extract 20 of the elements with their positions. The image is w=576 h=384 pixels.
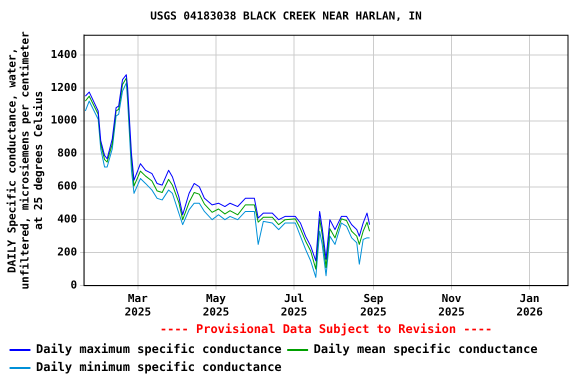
legend-label: Daily mean specific conductance <box>314 342 538 356</box>
y-tick-label: 800 <box>57 146 78 160</box>
y-tick-label: 0 <box>70 278 78 292</box>
x-tick-label: Jan 2026 <box>516 292 544 318</box>
y-tick-label: 1400 <box>50 48 78 61</box>
x-tick-label: Mar 2025 <box>124 292 152 318</box>
legend-label: Daily minimum specific conductance <box>36 360 282 374</box>
x-tick-label: Jul 2025 <box>280 292 308 318</box>
chart-title: USGS 04183038 BLACK CREEK NEAR HARLAN, IN <box>150 9 422 22</box>
y-tick-label: 600 <box>57 180 78 193</box>
x-tick-label: Sep 2025 <box>360 292 387 318</box>
text: ---- Provisional Data Subject to Revision ---- <box>160 322 492 336</box>
y-tick-label: 1000 <box>50 114 78 127</box>
legend-label: Daily maximum specific conductance <box>36 342 282 356</box>
x-tick-label: Nov 2025 <box>438 292 465 318</box>
y-tick-label: 1200 <box>50 80 78 94</box>
y-tick-label: 400 <box>57 212 78 226</box>
y-tick-label: 200 <box>57 246 78 259</box>
y-axis-title: DAILY Specific conductance, water, unfiltered, microsiemens per centimeter at 25 degrees Celsius <box>5 30 45 290</box>
x-tick-label: May 2025 <box>202 292 230 318</box>
